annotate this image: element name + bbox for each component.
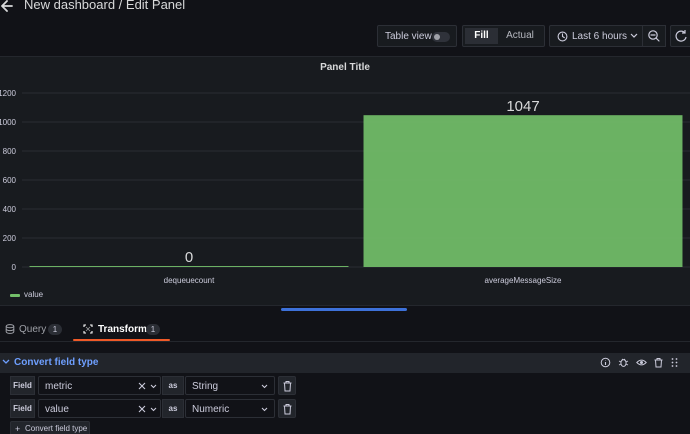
chevron-down-icon <box>630 33 638 38</box>
table-view-toggle[interactable]: Table view <box>377 25 457 47</box>
refresh-button[interactable] <box>670 25 690 47</box>
tab-transform[interactable]: Transform 1 <box>74 318 170 342</box>
pane-resize-handle[interactable] <box>281 308 407 311</box>
chevron-down-icon <box>150 384 157 389</box>
x-tick-label: averageMessageSize <box>485 276 562 285</box>
chevron-down-icon <box>261 407 268 412</box>
field-label: Field <box>10 399 35 418</box>
editor-tabs: Query 1 Transform 1 <box>0 318 690 342</box>
tab-query-label: Query <box>19 324 47 335</box>
fill-actual-switcher: Fill Actual <box>462 25 545 47</box>
table-view-label: Table view <box>385 31 432 42</box>
legend-swatch <box>10 294 20 297</box>
clear-icon[interactable] <box>138 382 146 390</box>
top-bar: New dashboard / Edit Panel <box>0 0 690 18</box>
as-label: as <box>162 399 184 418</box>
field-select-value: metric <box>45 381 73 392</box>
y-tick-label: 1000 <box>0 118 17 127</box>
field-select[interactable]: metric <box>38 376 161 395</box>
tab-query[interactable]: Query 1 <box>0 318 66 342</box>
debug-bug-icon[interactable] <box>618 357 629 368</box>
chevron-down-icon <box>261 384 268 389</box>
switch-knob <box>434 34 440 40</box>
field-select-value: value <box>45 404 69 415</box>
as-label: as <box>162 376 184 395</box>
legend-label: value <box>24 290 44 299</box>
zoom-out-button[interactable] <box>642 25 666 47</box>
y-tick-label: 0 <box>12 263 17 272</box>
type-select[interactable]: Numeric <box>185 399 275 418</box>
bar-chart: 0 200 400 600 800 1000 1200 0 dequeuecount 1047 av… <box>0 89 690 285</box>
bar-value-label: 0 <box>185 249 193 266</box>
bar <box>29 266 349 267</box>
trash-icon <box>283 404 292 415</box>
time-range-picker[interactable]: Last 6 hours <box>549 25 643 47</box>
zoom-out-icon <box>648 30 660 42</box>
panel-title: Panel Title <box>320 62 370 73</box>
fill-button[interactable]: Fill <box>465 28 498 44</box>
page-title: New dashboard / Edit Panel <box>24 0 186 12</box>
field-label: Field <box>10 376 35 395</box>
collapse-chevron-icon[interactable] <box>2 359 10 365</box>
info-icon[interactable] <box>600 357 611 368</box>
bar <box>363 115 683 267</box>
field-select[interactable]: value <box>38 399 161 418</box>
back-arrow-icon[interactable] <box>0 0 14 14</box>
type-select[interactable]: String <box>185 376 275 395</box>
x-tick-label: dequeuecount <box>164 276 215 285</box>
tab-transform-count: 1 <box>146 324 160 335</box>
time-range-label: Last 6 hours <box>572 31 628 42</box>
transform-icon <box>83 324 93 334</box>
database-icon <box>5 324 15 334</box>
transformation-header[interactable]: Convert field type <box>0 353 690 373</box>
chevron-down-icon <box>150 407 157 412</box>
delete-row-button[interactable] <box>278 376 296 395</box>
plus-icon: + <box>15 424 21 434</box>
type-select-value: Numeric <box>192 404 230 415</box>
y-tick-label: 200 <box>3 234 17 243</box>
refresh-icon <box>675 30 687 42</box>
y-tick-label: 600 <box>3 176 17 185</box>
transformation-title: Convert field type <box>14 357 99 368</box>
trash-icon <box>283 381 292 392</box>
y-tick-label: 800 <box>3 147 17 156</box>
actual-button[interactable]: Actual <box>506 30 534 41</box>
tab-query-count: 1 <box>48 324 62 335</box>
y-tick-label: 400 <box>3 205 17 214</box>
delete-row-button[interactable] <box>278 399 296 418</box>
table-view-switch[interactable] <box>432 32 450 42</box>
tab-transform-label: Transform <box>98 324 147 335</box>
clear-icon[interactable] <box>138 405 146 413</box>
add-convert-label: Convert field type <box>25 424 88 433</box>
clock-icon <box>557 31 568 42</box>
drag-handle-icon[interactable] <box>669 357 680 368</box>
y-tick-label: 1200 <box>0 89 17 98</box>
trash-icon[interactable] <box>653 357 664 368</box>
add-convert-field-button[interactable]: + Convert field type <box>10 421 90 434</box>
active-tab-indicator <box>73 339 170 341</box>
bar-value-label: 1047 <box>506 98 539 115</box>
type-select-value: String <box>192 381 219 392</box>
eye-icon[interactable] <box>636 357 647 368</box>
